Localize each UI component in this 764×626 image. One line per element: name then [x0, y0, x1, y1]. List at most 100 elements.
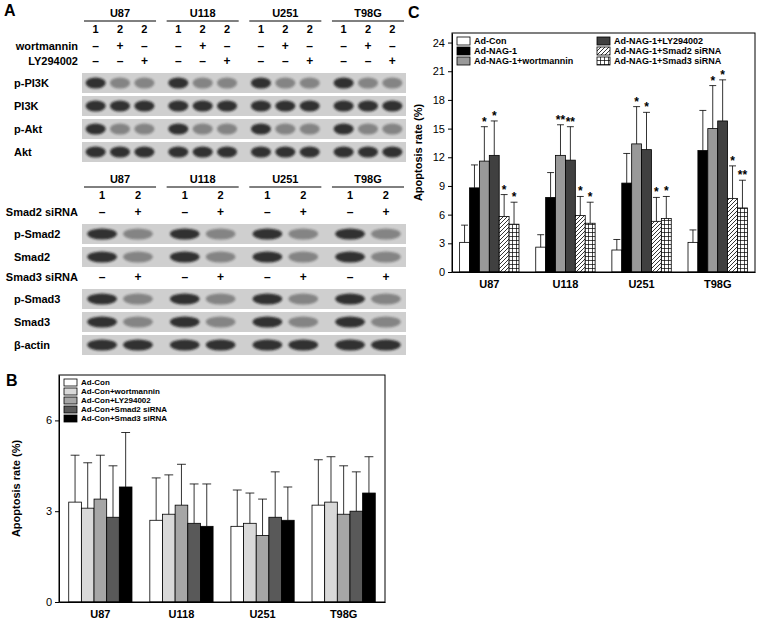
error-bar-cap — [689, 229, 696, 230]
blot-band — [134, 124, 154, 135]
error-bar — [339, 466, 348, 514]
x-tick-label: U251 — [249, 608, 275, 620]
error-bar-cap — [177, 464, 186, 465]
error-bar-stem — [636, 107, 637, 144]
error-bar-cap — [537, 234, 544, 235]
bar — [546, 197, 556, 272]
x-tick: T98G — [704, 272, 732, 290]
treatment-sign: – — [92, 54, 99, 68]
blot-band — [193, 78, 213, 89]
bar — [162, 514, 175, 602]
treatment-label: Smad3 siRNA — [6, 271, 78, 283]
blot-band — [123, 340, 153, 351]
bar — [231, 526, 244, 602]
error-bar — [643, 112, 650, 149]
blot-band — [87, 294, 117, 305]
error-bar-stem — [504, 195, 505, 217]
error-bar — [699, 110, 706, 150]
blot-band — [371, 294, 401, 305]
y-tick-mark — [448, 272, 452, 273]
y-tick-label: 0 — [439, 266, 445, 278]
blot-band — [300, 101, 320, 112]
bar — [94, 499, 107, 602]
treatment-sign: + — [282, 39, 289, 53]
legend-swatch — [64, 379, 77, 386]
error-bar-stem — [580, 196, 581, 215]
significance-label: * — [634, 95, 639, 109]
error-bar-cap — [83, 462, 92, 463]
error-bar-cap — [365, 456, 374, 457]
blot-band — [358, 78, 378, 89]
error-bar-cap — [121, 432, 130, 433]
error-bar-cap — [327, 456, 336, 457]
bar — [642, 150, 652, 272]
x-tick: U87 — [479, 272, 499, 290]
y-tick: 3 — [46, 505, 59, 517]
lane-label: 1 — [258, 23, 264, 35]
bar-series — [119, 433, 375, 602]
blot-band — [288, 294, 318, 305]
error-bar-cap — [271, 471, 280, 472]
blot-strip — [82, 119, 406, 139]
bar-series — [489, 80, 727, 272]
error-bar — [258, 499, 267, 535]
treatment-sign: + — [217, 205, 224, 219]
legend-label: Ad-Con+wortmannin — [81, 387, 160, 396]
lane-label: 2 — [200, 23, 206, 35]
y-tick-mark — [55, 602, 59, 603]
legend-entry: Ad-Con+Smad2 siRNA — [64, 405, 167, 414]
y-tick-label: 6 — [46, 414, 52, 426]
error-bar-cap — [152, 477, 161, 478]
error-bar-stem — [343, 466, 344, 514]
error-bar-stem — [722, 80, 723, 121]
treatment-sign: + — [382, 270, 389, 284]
bar — [536, 247, 546, 272]
legend-label: Ad-NAG-1 — [474, 46, 517, 56]
treatment-sign: – — [258, 54, 265, 68]
y-tick: 6 — [439, 209, 452, 221]
cell-line-label: U251 — [272, 7, 298, 19]
error-bar-stem — [570, 127, 571, 160]
error-bar-cap — [202, 483, 211, 484]
blot-strip — [82, 142, 406, 162]
bar — [150, 520, 163, 602]
error-bar — [109, 466, 118, 517]
bar — [565, 160, 575, 272]
blot-band — [382, 147, 402, 158]
blot-band — [275, 101, 295, 112]
blot-band — [87, 229, 117, 240]
lane-label: 1 — [99, 189, 105, 201]
lane-label: 2 — [383, 189, 389, 201]
blot-band — [87, 340, 117, 351]
error-bar-stem — [702, 110, 703, 150]
treatment-sign: – — [181, 205, 188, 219]
legend-swatch — [597, 57, 610, 65]
bar — [479, 161, 489, 272]
error-bar-cap — [258, 499, 267, 500]
blot-band — [275, 78, 295, 89]
blot-band — [193, 124, 213, 135]
error-bar-stem — [692, 230, 693, 242]
blot-band — [251, 147, 271, 158]
significance-label: ** — [556, 113, 566, 127]
legend-label: Ad-Con — [81, 378, 110, 387]
error-bar — [501, 195, 508, 217]
y-tick-label: 24 — [433, 37, 445, 49]
treatment-sign: – — [365, 54, 372, 68]
cell-line-underline — [332, 21, 404, 22]
lane-label: 2 — [365, 23, 371, 35]
blot-band — [300, 147, 320, 158]
cell-line-underline — [167, 187, 239, 188]
blot-band — [170, 340, 200, 351]
cell-line-label: U251 — [272, 173, 298, 185]
bar — [470, 188, 480, 272]
bar — [363, 493, 376, 602]
lane-label: 2 — [389, 23, 395, 35]
band-label: PI3K — [14, 100, 39, 112]
error-bar — [461, 225, 468, 242]
legend-label: Ad-Con — [474, 36, 507, 46]
blot-band — [86, 101, 106, 112]
x-tick-label: U118 — [553, 278, 579, 290]
blot-band — [170, 252, 200, 263]
blot-band — [206, 340, 236, 351]
